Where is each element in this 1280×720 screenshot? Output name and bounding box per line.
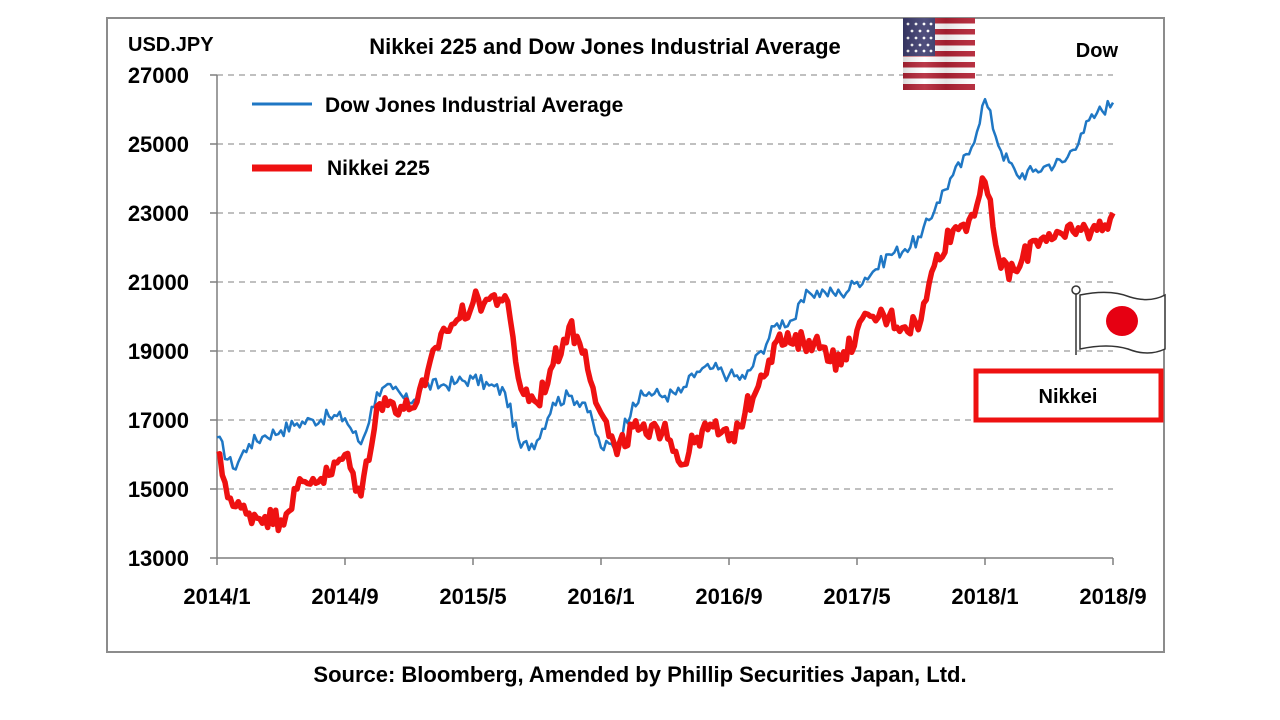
y-tick-label: 21000 xyxy=(128,270,189,295)
japan-flag-icon xyxy=(1071,285,1166,355)
y-tick-label: 25000 xyxy=(128,132,189,157)
nikkei-label-text: Nikkei xyxy=(1039,386,1098,408)
us-flag-icon xyxy=(903,18,975,90)
x-tick-label: 2014/9 xyxy=(311,584,378,609)
legend-label-nikkei: Nikkei 225 xyxy=(327,157,430,180)
x-tick-label: 2016/1 xyxy=(567,584,634,609)
y-tick-label: 19000 xyxy=(128,339,189,364)
x-tick-label: 2014/1 xyxy=(183,584,250,609)
chart-frame xyxy=(106,17,1165,653)
legend-label-dow: Dow Jones Industrial Average xyxy=(325,94,623,117)
x-tick-label: 2015/5 xyxy=(439,584,506,609)
y-axis-label-left: USD.JPY xyxy=(128,34,214,56)
y-tick-label: 13000 xyxy=(128,546,189,571)
y-tick-label: 17000 xyxy=(128,408,189,433)
x-tick-label: 2017/5 xyxy=(823,584,890,609)
nikkei-label-box: Nikkei xyxy=(973,368,1164,423)
y-tick-label: 23000 xyxy=(128,201,189,226)
chart-title: Nikkei 225 and Dow Jones Industrial Aver… xyxy=(369,34,841,59)
x-tick-label: 2016/9 xyxy=(695,584,762,609)
x-tick-label: 2018/1 xyxy=(951,584,1018,609)
y-axis-label-right: Dow xyxy=(1076,40,1119,62)
y-tick-label: 27000 xyxy=(128,63,189,88)
series-line-nikkei xyxy=(216,175,1116,534)
legend: Dow Jones Industrial Average Nikkei 225 xyxy=(252,94,623,180)
series-layer xyxy=(216,97,1116,534)
series-line-dow xyxy=(216,97,1115,471)
source-note: Source: Bloomberg, Amended by Phillip Se… xyxy=(313,662,967,687)
y-tick-label: 15000 xyxy=(128,477,189,502)
x-tick-label: 2018/9 xyxy=(1079,584,1146,609)
axis-layer: 13000 15000 17000 19000 21000 23000 25000 27000… xyxy=(128,63,1147,609)
